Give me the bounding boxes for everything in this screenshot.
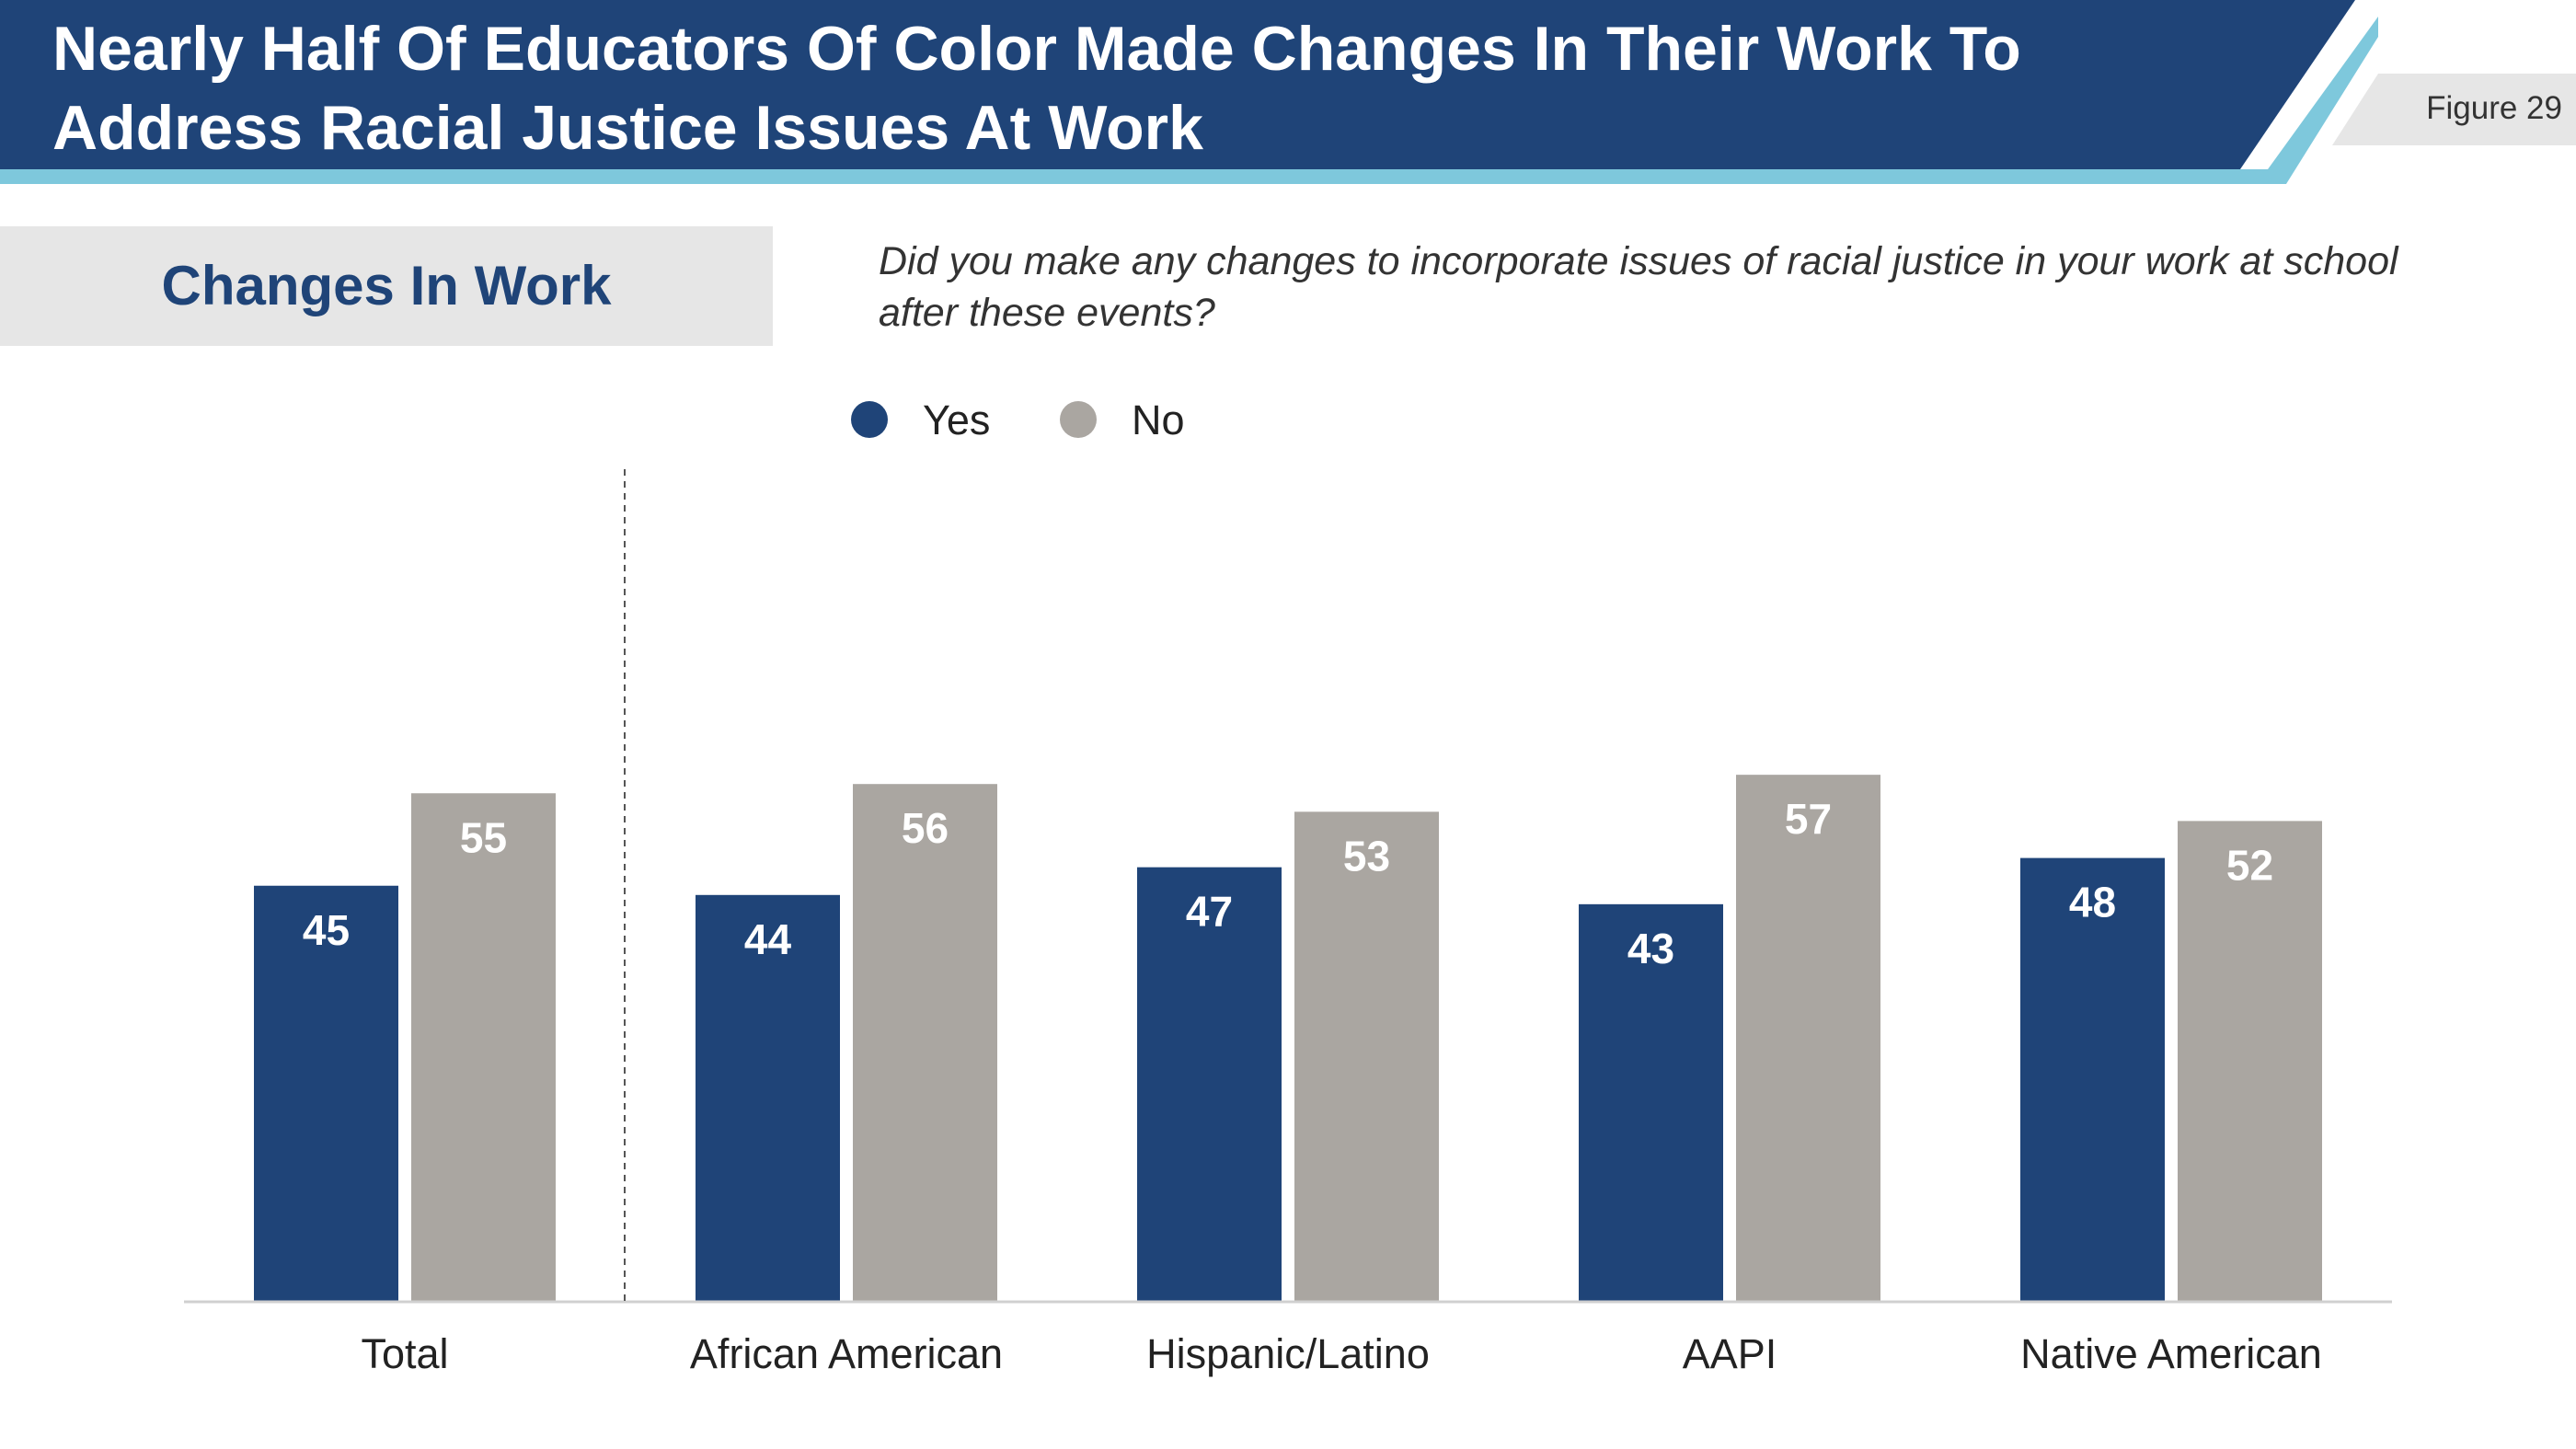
header-background <box>0 0 2355 169</box>
bar-aapi-yes <box>1579 903 1723 1302</box>
legend-label-yes: Yes <box>923 397 990 443</box>
section-title-box <box>0 226 773 346</box>
data-label-total-no: 55 <box>460 813 507 861</box>
bar-total-yes <box>254 885 398 1302</box>
legend-label-no: No <box>1132 397 1185 443</box>
legend-marker-no <box>1060 401 1097 438</box>
section-title: Changes In Work <box>161 255 612 316</box>
figure-tab-shape <box>2332 74 2576 145</box>
figure-tab <box>2332 74 2576 145</box>
figure-label: Figure 29 <box>2426 90 2562 126</box>
page-title: Nearly Half Of Educators Of Color Made C… <box>52 14 2021 163</box>
data-label-african-american-no: 56 <box>902 804 949 852</box>
category-label-total: Total <box>361 1330 448 1377</box>
legend-marker-yes <box>851 401 888 438</box>
bar-african-american-yes <box>696 894 840 1302</box>
data-label-total-yes: 45 <box>303 906 350 954</box>
bar-native-american-yes <box>2020 857 2165 1302</box>
data-label-aapi-yes: 43 <box>1627 925 1674 972</box>
bar-hispanic-latino-yes <box>1137 867 1282 1302</box>
data-label-native-american-no: 52 <box>2226 841 2273 889</box>
data-label-hispanic-latino-yes: 47 <box>1186 888 1233 936</box>
bar-hispanic-latino-no <box>1294 811 1439 1302</box>
bar-total-no <box>411 793 556 1302</box>
header-banner <box>0 0 2378 184</box>
category-label-native-american: Native American <box>2020 1330 2322 1377</box>
bar-aapi-no <box>1736 775 1880 1302</box>
survey-question: Did you make any changes to incorporate … <box>879 239 2398 335</box>
category-label-hispanic-latino: Hispanic/Latino <box>1146 1330 1430 1377</box>
category-label-african-american: African American <box>690 1330 1003 1377</box>
bar-african-american-no <box>853 784 997 1302</box>
data-label-hispanic-latino-no: 53 <box>1343 832 1390 880</box>
data-label-african-american-yes: 44 <box>744 915 792 963</box>
bar-native-american-no <box>2178 821 2322 1302</box>
category-label-aapi: AAPI <box>1683 1330 1777 1377</box>
data-label-native-american-yes: 48 <box>2069 879 2116 926</box>
data-label-aapi-no: 57 <box>1785 795 1832 843</box>
